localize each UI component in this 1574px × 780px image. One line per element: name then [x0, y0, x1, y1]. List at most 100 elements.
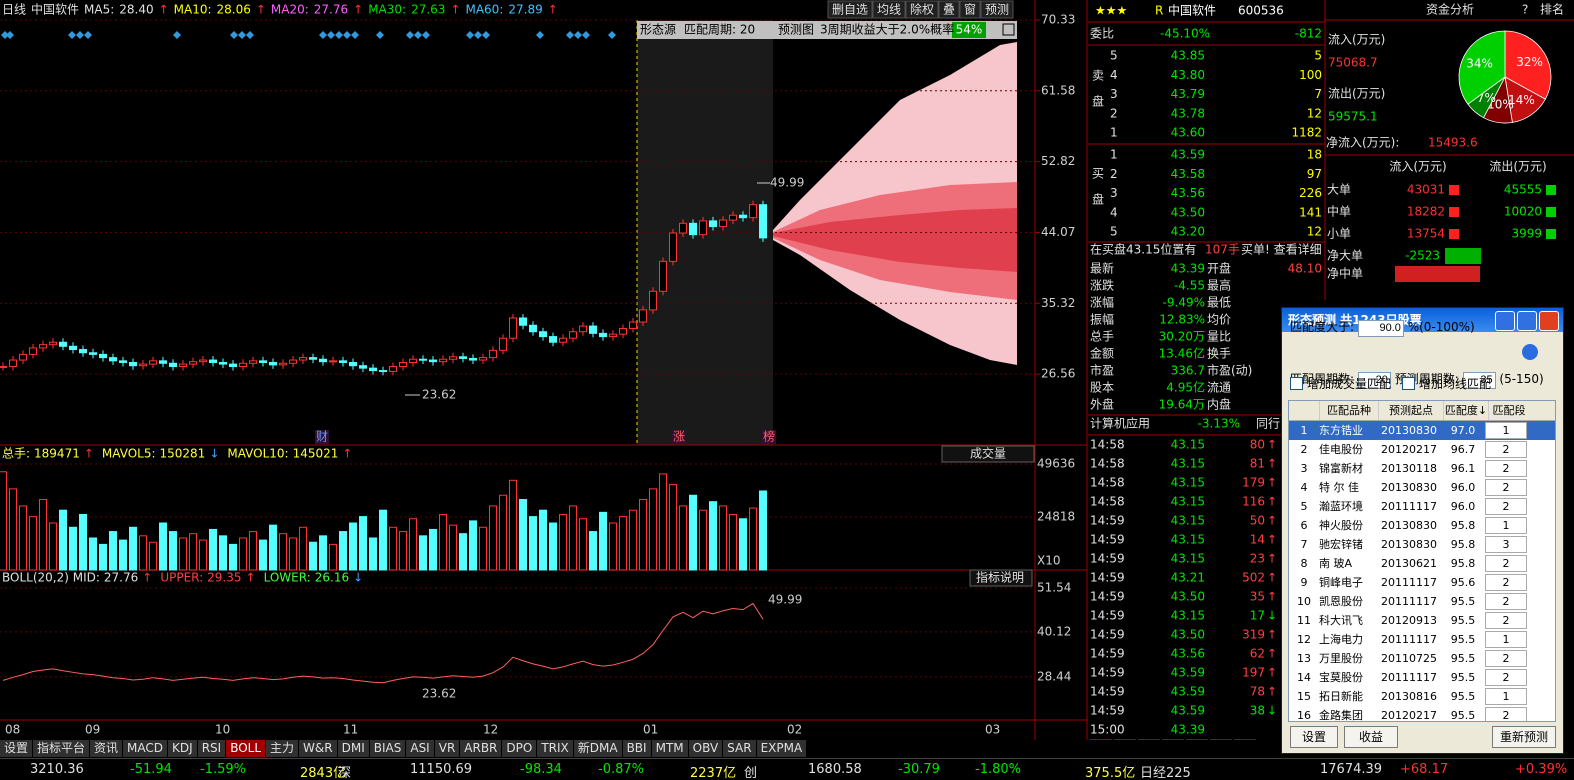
volume-bar: [519, 499, 527, 571]
candle: [689, 222, 697, 236]
table-row[interactable]: 15 拓日新能 20130816 95.5 1: [1289, 687, 1555, 706]
volume-bar: [439, 513, 447, 571]
volume-bar: [639, 499, 647, 571]
table-row[interactable]: 13 万里股份 20110725 95.5 2: [1289, 649, 1555, 668]
detail-tab[interactable]: [1234, 739, 1256, 740]
detail-tab[interactable]: [1186, 739, 1208, 740]
indicator-tab[interactable]: DPO: [502, 740, 537, 757]
toolbar-button[interactable]: [980, 0, 1014, 19]
tick-price: 43.59: [1171, 685, 1205, 699]
indicator-tab[interactable]: 指标平台: [33, 740, 90, 757]
table-cell: 凯恩股份: [1319, 595, 1363, 608]
detail-tab[interactable]: [1090, 739, 1112, 740]
indicator-tab[interactable]: TRIX: [537, 740, 573, 757]
toolbar-button[interactable]: [959, 0, 981, 19]
toolbar-button[interactable]: [905, 0, 939, 19]
indicator-tab[interactable]: BBI: [622, 740, 651, 757]
indicator-tab[interactable]: KDJ: [168, 740, 197, 757]
indicator-tab[interactable]: ASI: [406, 740, 434, 757]
table-row[interactable]: 12 上海电力 20111117 95.5 1: [1289, 630, 1555, 649]
dialog-button[interactable]: 设置: [1290, 726, 1338, 748]
indicator-tab[interactable]: 主力: [266, 740, 299, 757]
dialog-button[interactable]: 收益: [1344, 726, 1398, 748]
checkbox[interactable]: [1402, 377, 1415, 390]
indicator-tab[interactable]: RSI: [197, 740, 226, 757]
tick-arrow: ↑: [1267, 590, 1277, 604]
candle: [129, 361, 137, 367]
indicator-tab[interactable]: EXPMA: [756, 740, 807, 757]
table-row[interactable]: 8 南 玻A 20130621 95.8 2: [1289, 554, 1555, 573]
table-row[interactable]: 9 铜峰电子 20111117 95.6 2: [1289, 573, 1555, 592]
detail-tab[interactable]: [1114, 739, 1136, 740]
table-row[interactable]: 3 锦富新材 20130118 96.1 2: [1289, 459, 1555, 478]
quote-value: 19.64万: [1159, 398, 1205, 412]
indicator-tab[interactable]: ARBR: [460, 740, 502, 757]
indicator-tab[interactable]: MACD: [123, 740, 168, 757]
candle: [179, 363, 187, 368]
table-row[interactable]: 16 金路集团 20120217 95.5 2: [1289, 706, 1555, 721]
net-bar: [1395, 266, 1480, 282]
quote-value: -9.49%: [1163, 296, 1205, 310]
table-cell: 5: [1300, 500, 1308, 513]
table-row[interactable]: 14 宝莫股份 20111117 95.5 2: [1289, 668, 1555, 687]
y-tick-label: 61.58: [1041, 83, 1075, 97]
volume-bar: [729, 513, 737, 571]
toolbar-button[interactable]: [938, 0, 960, 19]
tick-price: 43.15: [1171, 438, 1205, 452]
indicator-tab[interactable]: DMI: [337, 740, 369, 757]
tick-volume: 38: [1250, 704, 1265, 718]
volume-header: 总手:: [2, 447, 30, 461]
candle: [59, 341, 67, 347]
indicator-tab[interactable]: OBV: [688, 740, 723, 757]
table-row[interactable]: 2 佳电股份 20120217 96.7 2: [1289, 440, 1555, 459]
quote-value: 48.10: [1288, 262, 1322, 276]
volume-menu[interactable]: [941, 445, 1035, 463]
candle: [189, 361, 197, 365]
level-volume: 1182: [1291, 126, 1322, 140]
max-button[interactable]: [1517, 311, 1537, 331]
indicator-tab[interactable]: W&R: [299, 740, 337, 757]
header-cell: 匹配度↓: [1443, 401, 1488, 420]
match-input[interactable]: [1357, 319, 1404, 337]
indicator-tab[interactable]: 资讯: [90, 740, 123, 757]
dialog-button[interactable]: 重新预测: [1492, 726, 1556, 748]
table-row[interactable]: 6 神火股份 20130830 95.8 1: [1289, 516, 1555, 535]
indicator-tab[interactable]: 新DMA: [573, 740, 622, 757]
detail-tab[interactable]: [1210, 739, 1232, 740]
help-button[interactable]: [969, 569, 1033, 587]
table-row[interactable]: 10 凯恩股份 20111117 95.5 2: [1289, 592, 1555, 611]
level-price: 43.79: [1171, 87, 1205, 101]
indicator-tab[interactable]: SAR: [723, 740, 756, 757]
table-cell: 拓日新能: [1319, 690, 1363, 703]
period-input[interactable]: [1357, 371, 1391, 389]
close-icon[interactable]: [1002, 23, 1015, 36]
help-icon[interactable]: [1522, 344, 1538, 360]
table-row[interactable]: 4 特 尔 佳 20130830 96.0 2: [1289, 478, 1555, 497]
candle: [219, 361, 227, 365]
candle: [229, 363, 237, 368]
toolbar-button[interactable]: [827, 0, 873, 19]
table-row[interactable]: 1 东方锆业 20130830 97.0 1: [1289, 421, 1555, 440]
detail-tab[interactable]: [1138, 739, 1160, 740]
candle: [319, 358, 327, 363]
table-row[interactable]: 7 驰宏锌锗 20130830 95.8 3: [1289, 535, 1555, 554]
match-range: %(0-100%): [1407, 320, 1475, 334]
candle: [409, 358, 417, 363]
checkbox-row: 增加均线匹配: [1402, 375, 1491, 392]
close-button[interactable]: [1539, 311, 1559, 331]
table-row[interactable]: 11 科大讯飞 20120913 95.5 2: [1289, 611, 1555, 630]
indicator-tab[interactable]: BIAS: [369, 740, 406, 757]
candle: [9, 359, 17, 368]
checkbox[interactable]: [1290, 377, 1303, 390]
indicator-tab[interactable]: BOLL: [226, 740, 266, 757]
indicator-tab[interactable]: 设置: [0, 740, 33, 757]
detail-tab[interactable]: [1162, 739, 1184, 740]
indicator-tab[interactable]: MTM: [651, 740, 688, 757]
min-button[interactable]: [1495, 311, 1515, 331]
candle: [49, 341, 57, 346]
toolbar-button[interactable]: [872, 0, 906, 19]
ma-value: 28.06: [217, 3, 251, 17]
table-row[interactable]: 5 瀚蓝环境 20111117 96.0 2: [1289, 497, 1555, 516]
volume-bar: [189, 533, 197, 571]
indicator-tab[interactable]: VR: [434, 740, 460, 757]
